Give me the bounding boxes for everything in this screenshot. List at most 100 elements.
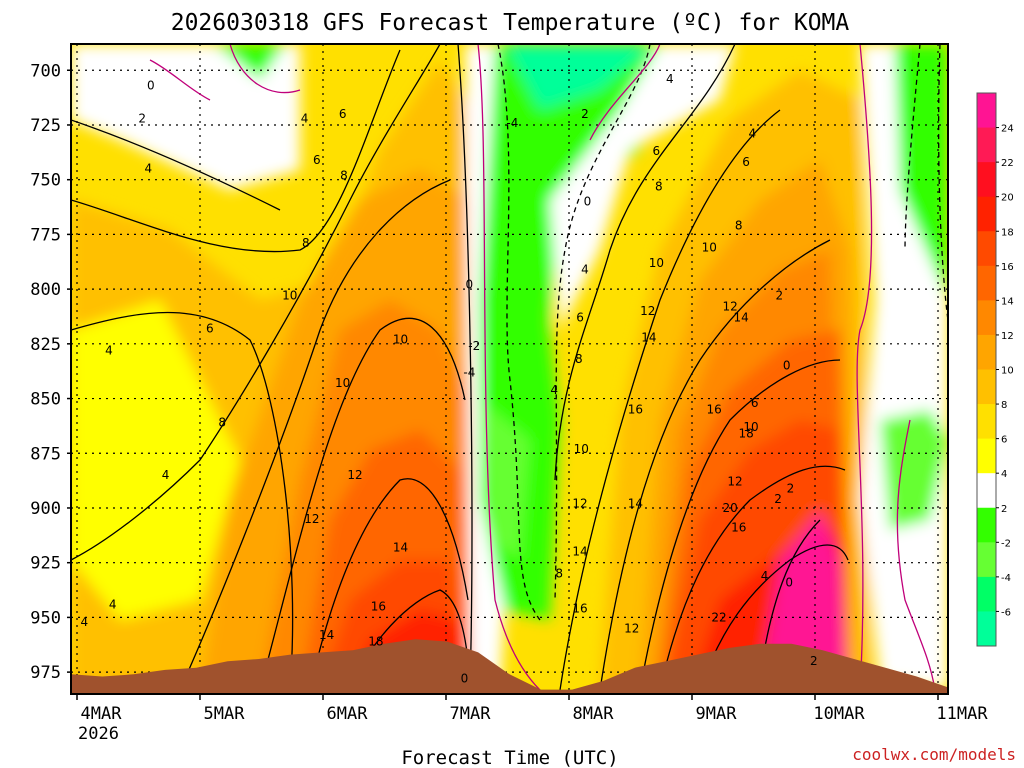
colorbar: 24 22 20 18 16 14 12 10 8 6 4 2 -2 -4 -6 [976,92,1014,647]
contour-label: 12 [722,300,737,314]
colorbar-tick-label: 10 [1001,366,1014,377]
contour-line [639,359,841,691]
contour-label: 4 [109,597,117,611]
contour-label: 8 [655,179,663,193]
x-tick-label: 8MAR [573,704,615,724]
contour-label: 14 [319,628,334,642]
x-tick-label: 5MAR [204,704,246,724]
contour-label: 4 [162,468,170,482]
x-axis-label: Forecast Time (UTC) [401,747,618,768]
contour-label: 4 [81,615,89,629]
contour-label: 16 [731,521,746,535]
contour-label: 2 [810,654,818,668]
contour-label: -4 [506,116,518,130]
contour-label: 16 [628,402,643,416]
contour-label: 14 [572,545,587,559]
temperature-band [71,44,300,190]
contour-label: 0 [584,195,592,209]
contour-line [554,44,736,481]
colorbar-swatch [977,231,996,267]
y-tick-label: 775 [30,225,61,245]
colorbar-swatch [977,438,996,474]
colorbar-swatch [977,127,996,163]
contour-label: 14 [393,540,408,554]
colorbar-tick-label: -6 [1001,607,1011,618]
contour-label: 4 [550,383,558,397]
x-tick-label: 11MAR [936,704,988,724]
colorbar-tick-label: 16 [1001,262,1014,273]
temperature-band [880,410,948,530]
contour-label: 14 [641,330,656,344]
colorbar-tick-label: -2 [1001,538,1011,549]
contour-label: 8 [302,236,310,250]
contour-line [937,44,948,321]
contour-line [309,478,469,691]
contour-label: 12 [624,621,639,635]
y-tick-label: 900 [30,499,61,519]
contour-line [896,419,936,691]
colorbar-swatch [977,576,996,612]
colorbar-swatch [977,196,996,232]
plot-frame [70,43,949,695]
contour-label: 6 [339,107,347,121]
contour-label: 12 [347,468,362,482]
contour-label: 12 [572,497,587,511]
contour-label: 4 [581,262,589,276]
y-tick-label: 875 [30,444,61,464]
contour-label: 10 [393,332,408,346]
contour-line [457,44,473,691]
colorbar-tick-label: 14 [1001,296,1014,307]
x-tick-label: 4MAR [81,704,123,724]
contour-label: 6 [751,396,759,410]
contour-label: 6 [576,311,584,325]
contour-label: 0 [461,672,469,686]
x-tick-label: 10MAR [813,704,865,724]
contour-line [71,44,441,561]
colorbar-tick-label: 6 [1001,435,1007,446]
colorbar-tick-label: -4 [1001,573,1011,584]
colorbar-swatch [977,542,996,578]
colorbar-tick-label: 8 [1001,400,1007,411]
contour-line [477,44,541,691]
contour-label: 0 [147,79,155,93]
x-year-label: 2026 [78,724,119,744]
x-axis: 4MAR 5MAR 6MAR 7MAR 8MAR 9MAR 10MAR 11MAR [76,694,988,724]
credit-label: coolwx.com/models [852,745,1016,764]
contour-label: 18 [368,634,383,648]
temperature-band [895,44,948,300]
contour-label: 4 [761,569,769,583]
contour-line [71,119,281,211]
contour-label: 6 [206,322,214,336]
y-tick-label: 975 [30,663,61,683]
contour-label: 8 [555,567,563,581]
contour-label: 10 [743,420,758,434]
y-tick-label: 800 [30,280,61,300]
contour-label: 12 [727,475,742,489]
contour-line [179,179,451,691]
y-tick-label: 700 [30,61,61,81]
contour-label: 8 [340,168,348,182]
contour-label: 20 [722,501,737,515]
x-tick-label: 7MAR [450,704,492,724]
contour-label: 6 [742,155,750,169]
temperature-fill-layer [71,44,948,690]
contour-label: 8 [575,352,583,366]
contour-line [497,44,541,621]
colorbar-tick-label: 18 [1001,227,1014,238]
contour-label: 16 [572,602,587,616]
contour-label: 2 [581,107,589,121]
contour-label: 4 [105,343,113,357]
y-tick-label: 850 [30,390,61,410]
y-tick-label: 825 [30,335,61,355]
colorbar-swatch [977,300,996,336]
contour-line [554,44,651,601]
temperature-band [480,400,530,560]
contour-label: 8 [735,219,743,233]
contour-line-layer [71,44,948,691]
contour-label: 10 [574,442,589,456]
contour-line [259,317,466,691]
colorbar-swatch [977,404,996,440]
